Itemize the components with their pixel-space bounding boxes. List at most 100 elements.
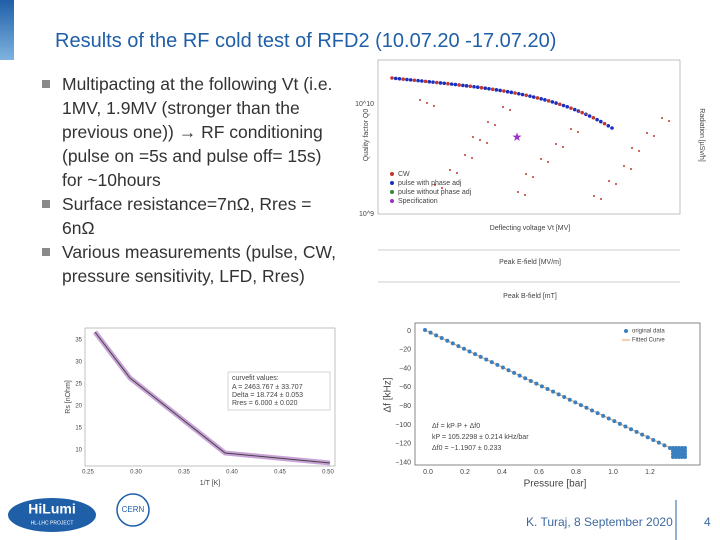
x-axis-label: 1/T [K] — [200, 480, 221, 487]
point — [457, 83, 461, 87]
point — [467, 349, 472, 354]
point — [473, 352, 478, 357]
point — [539, 97, 543, 101]
point — [668, 120, 670, 122]
equation: Δf = kP·P + Δf0 — [432, 423, 480, 430]
point — [572, 107, 577, 112]
y-tick-label: −60 — [399, 384, 411, 391]
point — [668, 446, 672, 450]
point — [479, 139, 481, 141]
legend-label: CW — [398, 171, 410, 178]
point — [517, 191, 519, 193]
point — [546, 99, 551, 103]
point — [645, 435, 650, 440]
point — [638, 150, 640, 152]
point — [587, 114, 592, 118]
point — [683, 452, 687, 456]
point — [502, 89, 506, 93]
point — [449, 169, 451, 171]
point — [623, 424, 628, 429]
point — [445, 338, 450, 343]
x-tick-label: 0.0 — [423, 469, 433, 476]
rs-plot: 0.25 0.30 0.35 0.40 0.45 0.50 35 30 25 20 15 10 1/T … — [65, 327, 336, 487]
y-tick-label: −80 — [399, 403, 411, 410]
bullet: Surface resistance=7nΩ, Rres = 6nΩ — [40, 192, 340, 240]
point — [431, 80, 435, 84]
point — [438, 81, 443, 85]
point — [479, 85, 484, 90]
point — [680, 455, 684, 459]
point — [606, 416, 611, 421]
point — [401, 77, 405, 81]
logo-text: HiLumi — [28, 501, 75, 517]
legend-label: Fitted Curve — [632, 338, 665, 344]
point — [528, 94, 532, 98]
point — [656, 440, 661, 445]
point — [606, 123, 611, 128]
point — [578, 403, 583, 408]
point — [562, 395, 567, 400]
x-tick-label: 1.2 — [645, 469, 655, 476]
legend-label: Specification — [398, 198, 438, 205]
point — [405, 77, 409, 82]
point — [585, 113, 587, 115]
point — [433, 105, 435, 107]
point — [631, 147, 633, 149]
point — [680, 446, 684, 450]
x-tick-label: 0.35 — [178, 470, 190, 476]
point — [640, 432, 645, 437]
point — [456, 344, 461, 349]
point — [487, 121, 489, 123]
point — [449, 82, 454, 86]
point — [509, 90, 514, 95]
point — [556, 392, 561, 397]
legend-label: pulse with phase adj — [398, 180, 462, 187]
point — [475, 85, 480, 90]
y-tick-label: 20 — [75, 404, 82, 410]
point — [535, 96, 540, 100]
point — [674, 449, 678, 453]
x-tick-label: 0.4 — [497, 469, 507, 476]
y-axis-label: Rs [nOhm] — [65, 380, 72, 414]
point — [634, 429, 639, 434]
point — [550, 100, 555, 104]
point — [555, 143, 557, 145]
point — [547, 161, 549, 163]
point — [439, 336, 444, 341]
legend-label: original data — [632, 329, 665, 335]
point — [517, 373, 522, 378]
point — [471, 157, 473, 159]
point — [524, 93, 529, 98]
y-axis-label: Quality factor Q0 — [363, 109, 370, 162]
point — [562, 146, 564, 148]
y-tick-label: −120 — [395, 441, 411, 448]
point — [441, 187, 443, 189]
point — [557, 102, 562, 107]
point — [484, 357, 489, 362]
footer: K. Turaj, 8 September 2020 — [526, 515, 673, 529]
x-tick-label: 0.8 — [571, 469, 581, 476]
point — [513, 91, 517, 95]
point — [677, 455, 681, 459]
point — [461, 83, 465, 88]
legend-marker — [390, 172, 394, 176]
point — [524, 194, 526, 196]
point — [593, 195, 595, 197]
point — [487, 86, 491, 91]
point — [671, 449, 675, 453]
point — [569, 106, 573, 110]
x-axis-label: Deflecting voltage Vt [MV] — [490, 225, 571, 232]
point — [434, 184, 436, 186]
legend-marker — [390, 199, 394, 203]
point — [683, 455, 687, 459]
point — [423, 79, 428, 84]
x-tick-label: 1.0 — [608, 469, 618, 476]
point — [671, 452, 675, 456]
point — [426, 102, 428, 104]
point — [680, 449, 684, 453]
point — [494, 88, 499, 92]
point — [490, 87, 495, 92]
point — [434, 80, 439, 85]
point — [428, 330, 433, 335]
x-tick-label: 0.6 — [534, 469, 544, 476]
